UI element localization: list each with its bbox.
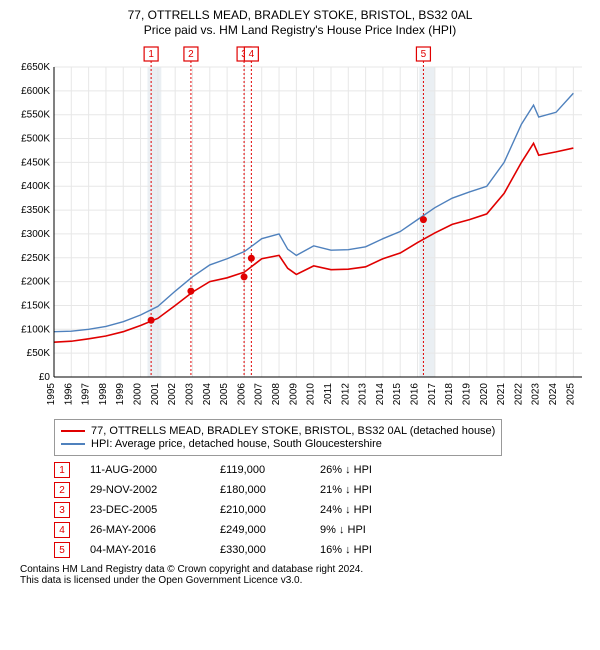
svg-text:1: 1 <box>148 49 154 60</box>
sale-price: £210,000 <box>220 504 300 516</box>
svg-text:2004: 2004 <box>202 383 213 406</box>
sale-marker-icon: 5 <box>54 542 70 558</box>
sale-row: 5 04-MAY-2016 £330,000 16% ↓ HPI <box>54 542 586 558</box>
svg-text:2017: 2017 <box>427 383 438 406</box>
chart-area: £0 £50K £100K £150K £200K £250K £300K £350K £400… <box>8 43 592 411</box>
svg-text:2020: 2020 <box>479 383 490 406</box>
sale-date: 11-AUG-2000 <box>90 464 200 476</box>
svg-text:£0: £0 <box>39 372 51 383</box>
footer-line-2: This data is licensed under the Open Gov… <box>20 575 586 586</box>
svg-text:£200K: £200K <box>21 277 50 288</box>
svg-text:4: 4 <box>249 49 255 60</box>
footer-attribution: Contains HM Land Registry data © Crown c… <box>20 564 586 586</box>
svg-text:£300K: £300K <box>21 229 50 240</box>
svg-text:2007: 2007 <box>254 383 265 406</box>
svg-text:1998: 1998 <box>98 383 109 406</box>
line-chart-svg: £0 £50K £100K £150K £200K £250K £300K £350K £400… <box>8 43 592 411</box>
svg-text:£550K: £550K <box>21 110 50 121</box>
sale-row: 2 29-NOV-2002 £180,000 21% ↓ HPI <box>54 482 586 498</box>
svg-text:1999: 1999 <box>115 383 126 406</box>
svg-text:£600K: £600K <box>21 86 50 97</box>
title-line-2: Price paid vs. HM Land Registry's House … <box>8 23 592 37</box>
svg-text:£250K: £250K <box>21 253 50 264</box>
sales-table: 1 11-AUG-2000 £119,000 26% ↓ HPI 2 29-NOV-200… <box>54 462 586 558</box>
svg-text:£450K: £450K <box>21 157 50 168</box>
svg-text:2005: 2005 <box>219 383 230 406</box>
chart-title-block: 77, OTTRELLS MEAD, BRADLEY STOKE, BRISTO… <box>8 8 592 37</box>
svg-text:2021: 2021 <box>496 383 507 406</box>
legend-label: HPI: Average price, detached house, Sout… <box>91 438 382 450</box>
title-line-1: 77, OTTRELLS MEAD, BRADLEY STOKE, BRISTO… <box>8 8 592 22</box>
sale-date: 29-NOV-2002 <box>90 484 200 496</box>
svg-text:2: 2 <box>188 49 194 60</box>
sale-date: 23-DEC-2005 <box>90 504 200 516</box>
sale-row: 3 23-DEC-2005 £210,000 24% ↓ HPI <box>54 502 586 518</box>
sale-price: £119,000 <box>220 464 300 476</box>
svg-text:2010: 2010 <box>306 383 317 406</box>
sale-pct-vs-hpi: 9% ↓ HPI <box>320 524 430 536</box>
sale-pct-vs-hpi: 24% ↓ HPI <box>320 504 430 516</box>
svg-text:1997: 1997 <box>81 383 92 406</box>
svg-text:£350K: £350K <box>21 205 50 216</box>
legend-label: 77, OTTRELLS MEAD, BRADLEY STOKE, BRISTO… <box>91 425 495 437</box>
svg-text:1995: 1995 <box>46 383 57 406</box>
svg-text:2012: 2012 <box>340 383 351 406</box>
sale-pct-vs-hpi: 21% ↓ HPI <box>320 484 430 496</box>
svg-text:£50K: £50K <box>27 348 51 359</box>
sale-marker-icon: 4 <box>54 522 70 538</box>
svg-text:2024: 2024 <box>548 383 559 406</box>
sale-pct-vs-hpi: 16% ↓ HPI <box>320 544 430 556</box>
svg-text:2006: 2006 <box>236 383 247 406</box>
sale-row: 1 11-AUG-2000 £119,000 26% ↓ HPI <box>54 462 586 478</box>
svg-text:2015: 2015 <box>392 383 403 406</box>
legend-swatch <box>61 443 85 445</box>
sale-pct-vs-hpi: 26% ↓ HPI <box>320 464 430 476</box>
svg-text:2003: 2003 <box>184 383 195 406</box>
svg-text:£150K: £150K <box>21 300 50 311</box>
svg-text:2002: 2002 <box>167 383 178 406</box>
svg-text:2019: 2019 <box>461 383 472 406</box>
legend-item: HPI: Average price, detached house, Sout… <box>61 438 495 450</box>
svg-text:£100K: £100K <box>21 324 50 335</box>
sale-date: 26-MAY-2006 <box>90 524 200 536</box>
sale-price: £180,000 <box>220 484 300 496</box>
svg-text:2013: 2013 <box>358 383 369 406</box>
sale-marker-icon: 3 <box>54 502 70 518</box>
svg-text:2018: 2018 <box>444 383 455 406</box>
svg-text:2014: 2014 <box>375 383 386 406</box>
svg-text:1996: 1996 <box>63 383 74 406</box>
sale-price: £330,000 <box>220 544 300 556</box>
legend-item: 77, OTTRELLS MEAD, BRADLEY STOKE, BRISTO… <box>61 425 495 437</box>
svg-text:2011: 2011 <box>323 383 334 405</box>
sale-marker-icon: 1 <box>54 462 70 478</box>
svg-text:2022: 2022 <box>513 383 524 406</box>
svg-text:2023: 2023 <box>531 383 542 406</box>
sale-marker-icon: 2 <box>54 482 70 498</box>
svg-text:2001: 2001 <box>150 383 161 406</box>
sale-date: 04-MAY-2016 <box>90 544 200 556</box>
footer-line-1: Contains HM Land Registry data © Crown c… <box>20 564 586 575</box>
svg-text:2008: 2008 <box>271 383 282 406</box>
svg-text:£650K: £650K <box>21 62 50 73</box>
legend-swatch <box>61 430 85 432</box>
svg-text:2009: 2009 <box>288 383 299 406</box>
sale-row: 4 26-MAY-2006 £249,000 9% ↓ HPI <box>54 522 586 538</box>
legend: 77, OTTRELLS MEAD, BRADLEY STOKE, BRISTO… <box>54 419 502 456</box>
sale-price: £249,000 <box>220 524 300 536</box>
svg-text:£400K: £400K <box>21 181 50 192</box>
svg-text:2025: 2025 <box>565 383 576 406</box>
chart-container: 77, OTTRELLS MEAD, BRADLEY STOKE, BRISTO… <box>0 0 600 596</box>
svg-text:2016: 2016 <box>410 383 421 406</box>
svg-text:5: 5 <box>421 49 427 60</box>
svg-text:2000: 2000 <box>133 383 144 406</box>
svg-text:£500K: £500K <box>21 134 50 145</box>
